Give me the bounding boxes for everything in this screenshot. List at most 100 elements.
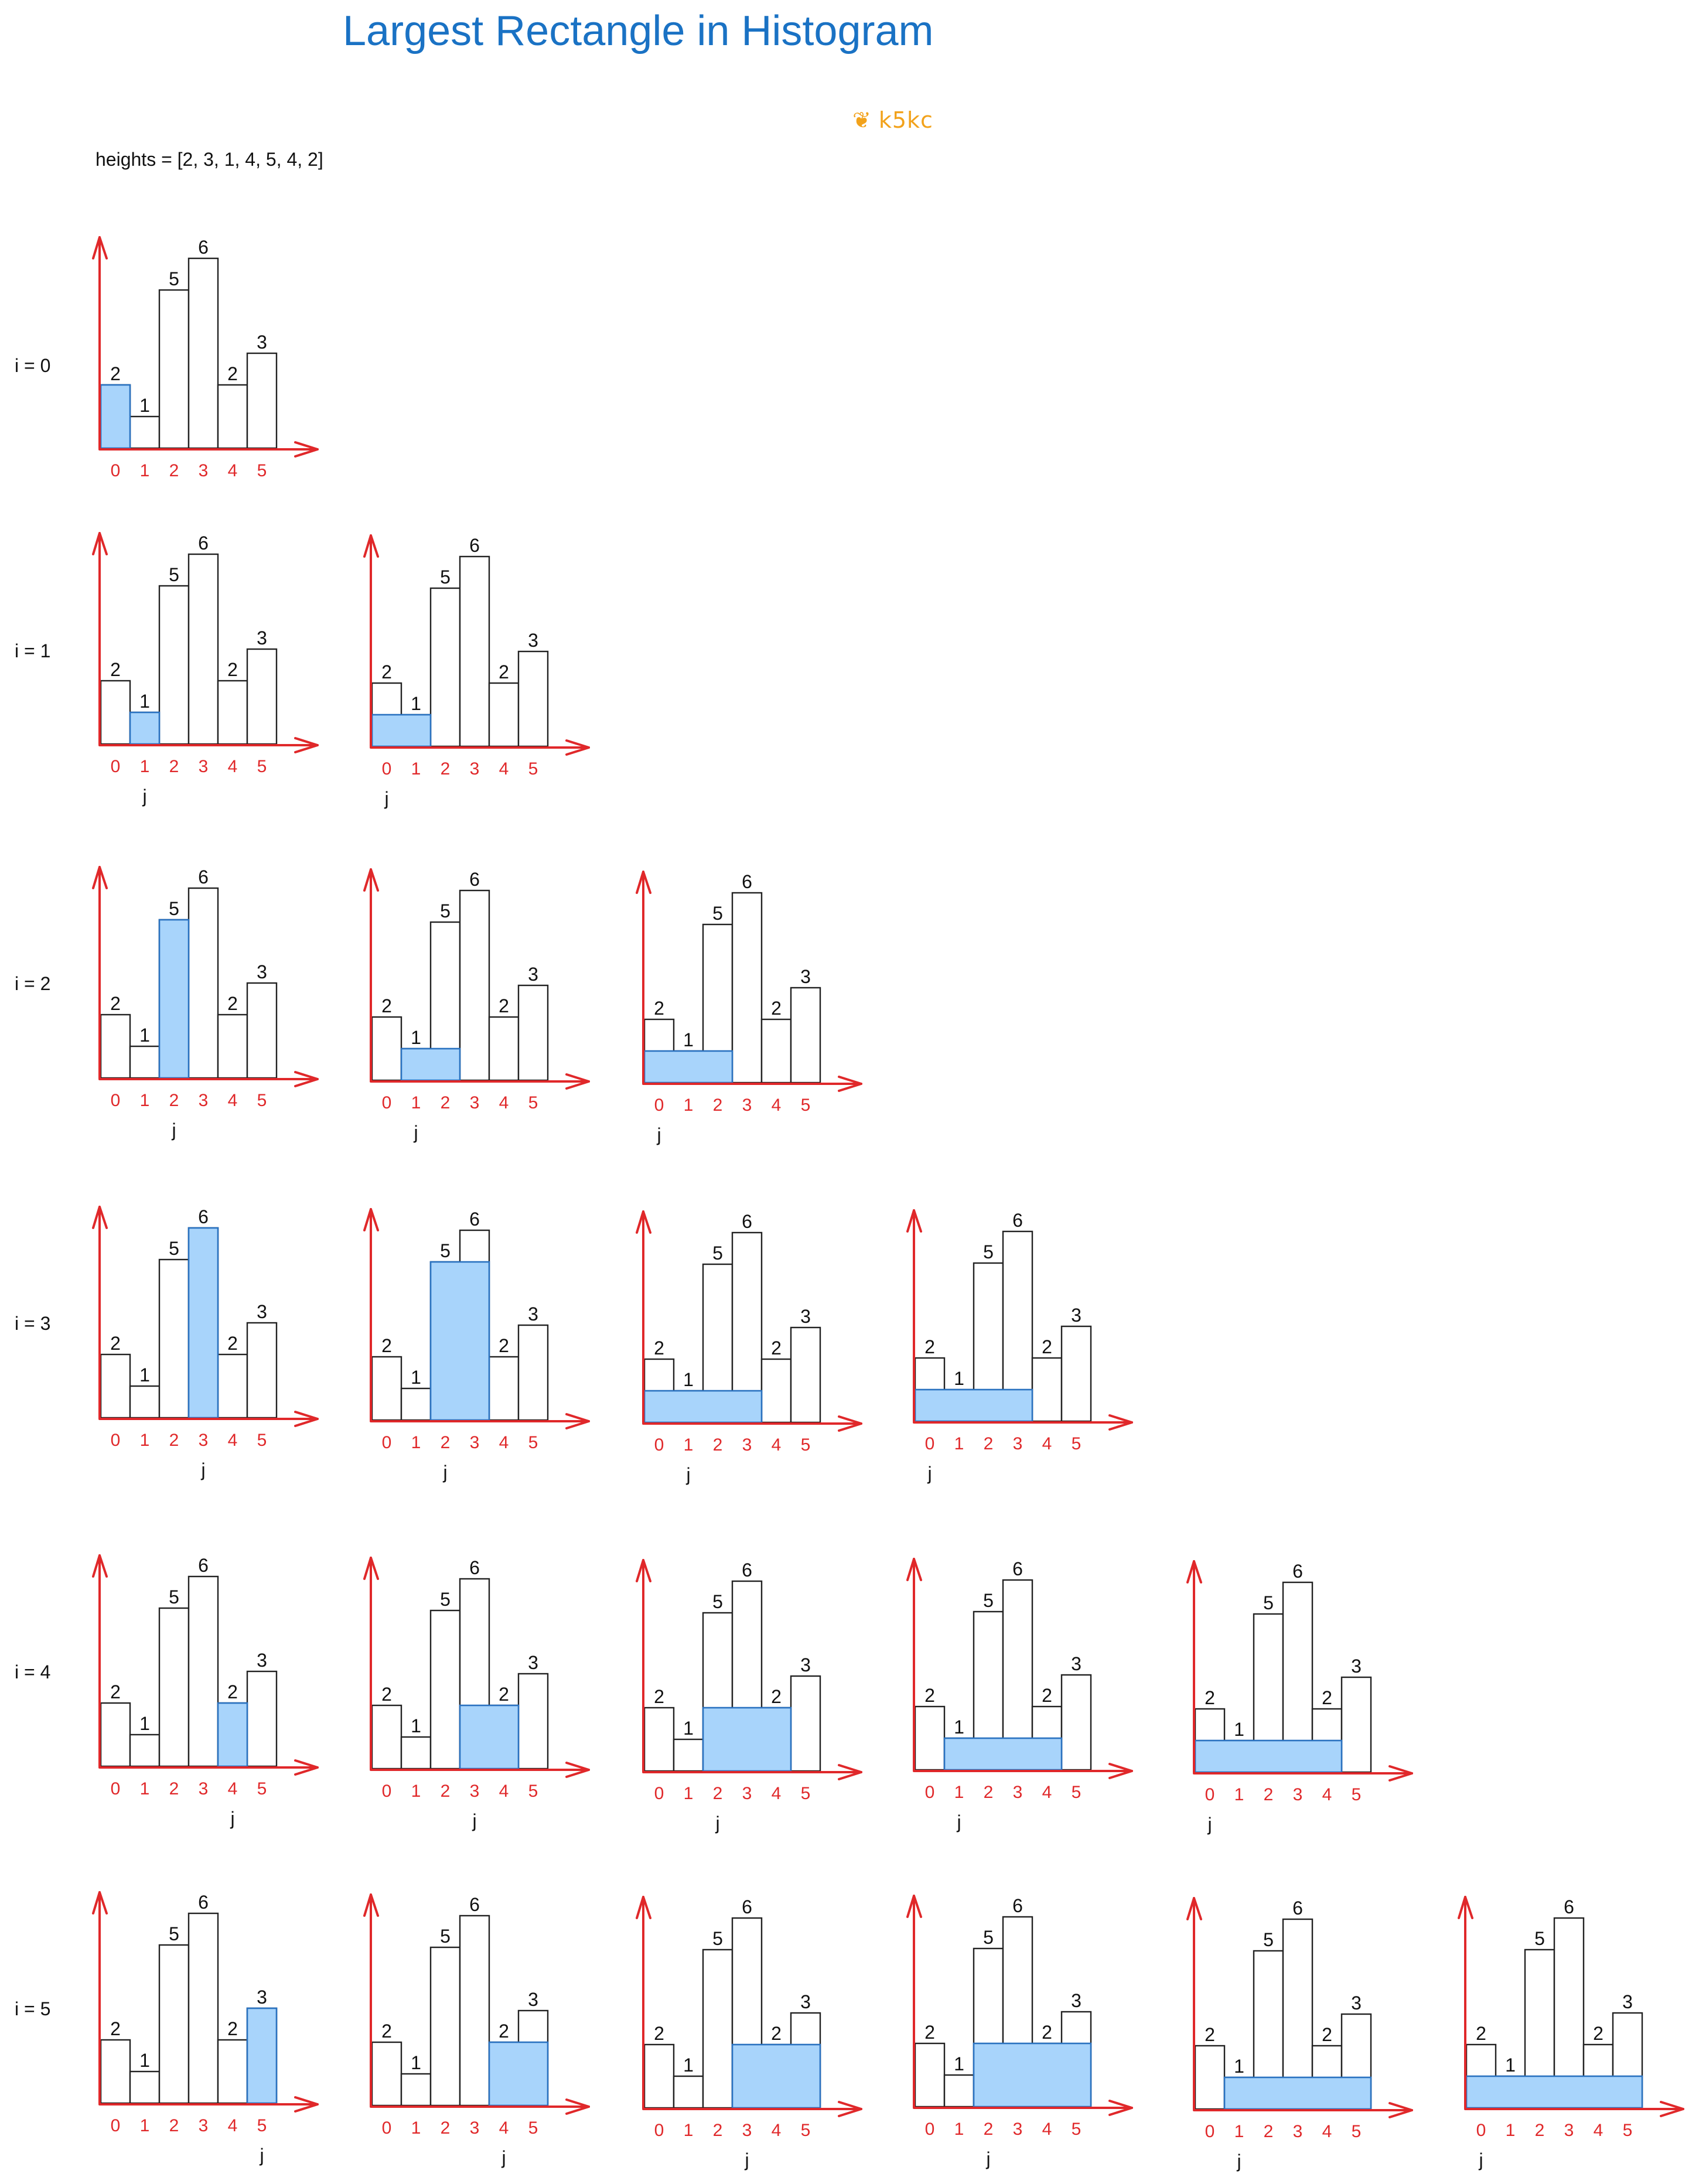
highlighted-rectangle [100, 384, 131, 449]
j-pointer-label: j [985, 2148, 990, 2169]
histogram-bar [246, 1670, 278, 1767]
histogram-bar [187, 1912, 219, 2104]
histogram-bar [100, 680, 131, 745]
x-tick-label: 0 [654, 1096, 664, 1115]
histogram-bar [129, 1733, 161, 1767]
x-tick-label: 2 [984, 1783, 994, 1802]
j-pointer-label: j [715, 1813, 719, 1834]
bar-value-label: 2 [110, 1681, 121, 1702]
bar-value-label: 1 [139, 691, 150, 712]
histogram-bar [517, 1324, 549, 1421]
bar-value-label: 3 [257, 1987, 267, 2008]
x-tick-label: 0 [382, 1433, 392, 1452]
histogram-bar [1340, 1676, 1372, 1773]
highlighted-rectangle [129, 711, 161, 745]
bar-value-label: 5 [983, 1590, 994, 1611]
x-tick-label: 2 [441, 1093, 451, 1113]
x-tick-label: 5 [528, 1093, 538, 1113]
y-axis-arrow-icon [1458, 1896, 1473, 1919]
x-axis-arrow-icon [1108, 1414, 1133, 1431]
highlighted-rectangle [488, 2041, 549, 2107]
x-axis-arrow-icon [565, 739, 590, 756]
bar-value-label: 5 [440, 1926, 451, 1947]
histogram-bar [100, 1013, 131, 1079]
bar-value-label: 2 [381, 1335, 392, 1356]
row-label: i = 5 [15, 1998, 50, 2019]
x-tick-label: 1 [954, 1434, 964, 1453]
y-axis-arrow-icon [92, 532, 108, 555]
x-tick-label: 1 [1234, 2122, 1244, 2141]
histogram-bar [217, 1353, 248, 1419]
histogram-bar [400, 2073, 432, 2107]
x-tick-label: 4 [1042, 1434, 1052, 1453]
histogram-bar [429, 1946, 461, 2107]
bar-value-label: 6 [1564, 1896, 1574, 1917]
bar-value-label: 3 [800, 966, 811, 987]
bar-value-label: 2 [924, 2022, 935, 2043]
bar-value-label: 2 [227, 363, 238, 384]
x-tick-label: 5 [257, 1431, 267, 1450]
x-tick-label: 5 [801, 1784, 811, 1803]
j-pointer-label: j [171, 1120, 176, 1141]
histogram-bar [246, 982, 278, 1079]
y-axis-arrow-icon [92, 1554, 108, 1578]
highlighted-rectangle [371, 714, 432, 748]
bar-value-label: 3 [257, 1301, 267, 1322]
histogram-bar [517, 1673, 549, 1770]
bar-value-label: 5 [169, 898, 179, 919]
x-tick-label: 1 [684, 1096, 694, 1115]
x-tick-label: 5 [257, 1779, 267, 1799]
x-tick-label: 5 [1072, 2120, 1082, 2139]
bar-value-label: 2 [771, 2023, 782, 2044]
histogram-bar [1060, 1674, 1092, 1771]
histogram-bar [371, 1356, 402, 1421]
x-axis-arrow-icon [565, 1073, 590, 1090]
x-tick-label: 2 [169, 2116, 179, 2135]
histogram-bar [643, 2043, 675, 2109]
histogram-bar [400, 1387, 432, 1421]
bar-value-label: 1 [954, 1368, 964, 1389]
bar-value-label: 1 [954, 1717, 964, 1738]
bar-value-label: 1 [411, 693, 421, 714]
bar-value-label: 5 [1534, 1928, 1545, 1949]
row-label: i = 1 [15, 640, 50, 661]
x-tick-label: 0 [654, 2121, 664, 2140]
bar-value-label: 6 [742, 1896, 752, 1917]
x-tick-label: 2 [441, 759, 451, 779]
bar-value-label: 5 [1263, 1929, 1274, 1950]
bar-value-label: 6 [1012, 1210, 1023, 1231]
bar-value-label: 5 [440, 900, 451, 922]
row-label: i = 0 [15, 355, 50, 376]
histogram-bar [129, 1385, 161, 1419]
x-tick-label: 0 [111, 1431, 121, 1450]
x-tick-label: 4 [772, 1096, 782, 1115]
bar-value-label: 2 [110, 993, 121, 1014]
bar-value-label: 2 [924, 1336, 935, 1357]
bar-value-label: 2 [924, 1685, 935, 1706]
x-tick-label: 2 [713, 1435, 723, 1455]
histogram-bar [187, 257, 219, 449]
y-axis-arrow-icon [363, 868, 379, 892]
histogram-bar [943, 2074, 975, 2108]
x-tick-label: 1 [140, 461, 150, 480]
bar-value-label: 3 [528, 1652, 538, 1673]
x-tick-label: 2 [441, 2118, 451, 2138]
x-tick-label: 1 [411, 2118, 421, 2138]
j-pointer-label: j [384, 788, 388, 809]
x-axis-arrow-icon [294, 737, 319, 753]
bar-value-label: 1 [411, 1367, 421, 1388]
bar-value-label: 1 [411, 1027, 421, 1048]
x-tick-label: 1 [411, 1433, 421, 1452]
x-tick-label: 2 [169, 1431, 179, 1450]
histogram-bar [459, 889, 490, 1081]
x-tick-label: 5 [257, 757, 267, 776]
x-tick-label: 5 [1072, 1783, 1082, 1802]
bar-value-label: 2 [1322, 1687, 1332, 1708]
x-axis-arrow-icon [838, 1415, 862, 1432]
x-tick-label: 1 [954, 1783, 964, 1802]
bar-value-label: 5 [440, 1240, 451, 1261]
